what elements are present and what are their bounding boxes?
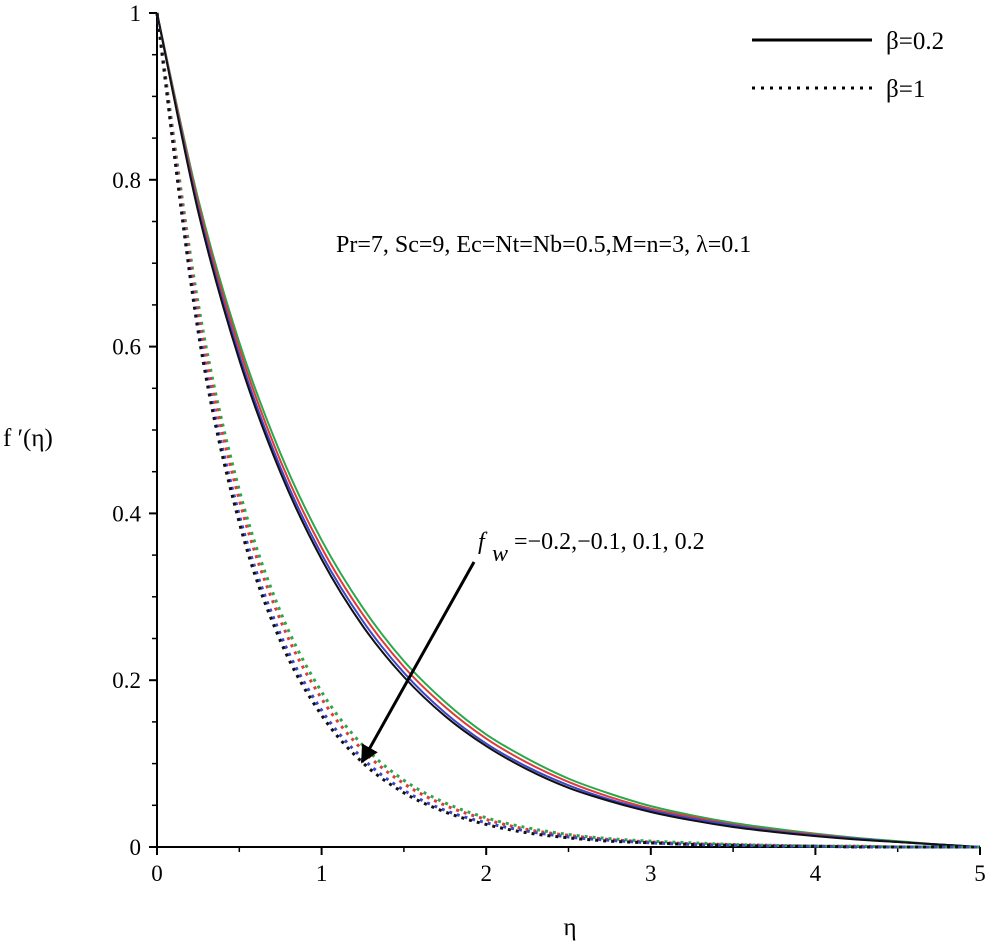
legend-label-beta-0-2: β=0.2: [886, 28, 944, 55]
axes: [156, 13, 980, 848]
x-tick-label: 2: [480, 861, 492, 886]
series-line-beta-0-2-fw-0-2: [156, 12, 981, 848]
y-axis-ticks: 0 0.2 0.4 0.6 0.8 1: [112, 1, 157, 860]
series-line-beta-1-fw-0-1: [155, 12, 980, 849]
y-tick-label: 0.4: [112, 501, 141, 526]
x-tick-label: 4: [810, 861, 822, 886]
fw-annotation: f w =−0.2,−0.1, 0.1, 0.2: [360, 529, 705, 764]
series-line-beta-1-fw-m0-2: [155, 12, 980, 849]
series-line-beta-0-2-fw-0-1: [156, 12, 981, 848]
x-tick-label: 0: [151, 861, 163, 886]
fw-symbol: f: [478, 529, 488, 555]
fw-subscript: w: [492, 541, 508, 567]
x-tick-label: 1: [316, 861, 328, 886]
x-tick-label: 3: [645, 861, 657, 886]
y-tick-label: 1: [130, 1, 142, 26]
y-axis-label: f ′(η): [3, 425, 53, 452]
series-line-beta-1-fw-m0-1: [155, 12, 980, 849]
x-axis-ticks: 0 1 2 3 4 5: [151, 847, 986, 886]
series-line-beta-1-fw-0-2: [155, 12, 980, 849]
x-axis-label: η: [563, 914, 576, 941]
y-tick-label: 0.6: [112, 335, 141, 360]
fw-arrow: [360, 561, 476, 764]
parameter-annotation: Pr=7, Sc=9, Ec=Nt=Nb=0.5,M=n=3, λ=0.1: [336, 232, 751, 258]
fw-values: =−0.2,−0.1, 0.1, 0.2: [514, 529, 705, 555]
y-tick-label: 0: [130, 835, 142, 860]
y-tick-label: 0.2: [112, 668, 141, 693]
legend-label-beta-1: β=1: [886, 76, 925, 103]
legend: β=0.2 β=1: [752, 28, 944, 103]
x-tick-label: 5: [974, 861, 986, 886]
series-layer: [155, 12, 981, 849]
series-line-beta-0-2-fw-m0-2: [156, 12, 981, 848]
y-tick-label: 0.8: [112, 168, 141, 193]
series-line-beta-0-2-fw-m0-1: [156, 12, 981, 848]
